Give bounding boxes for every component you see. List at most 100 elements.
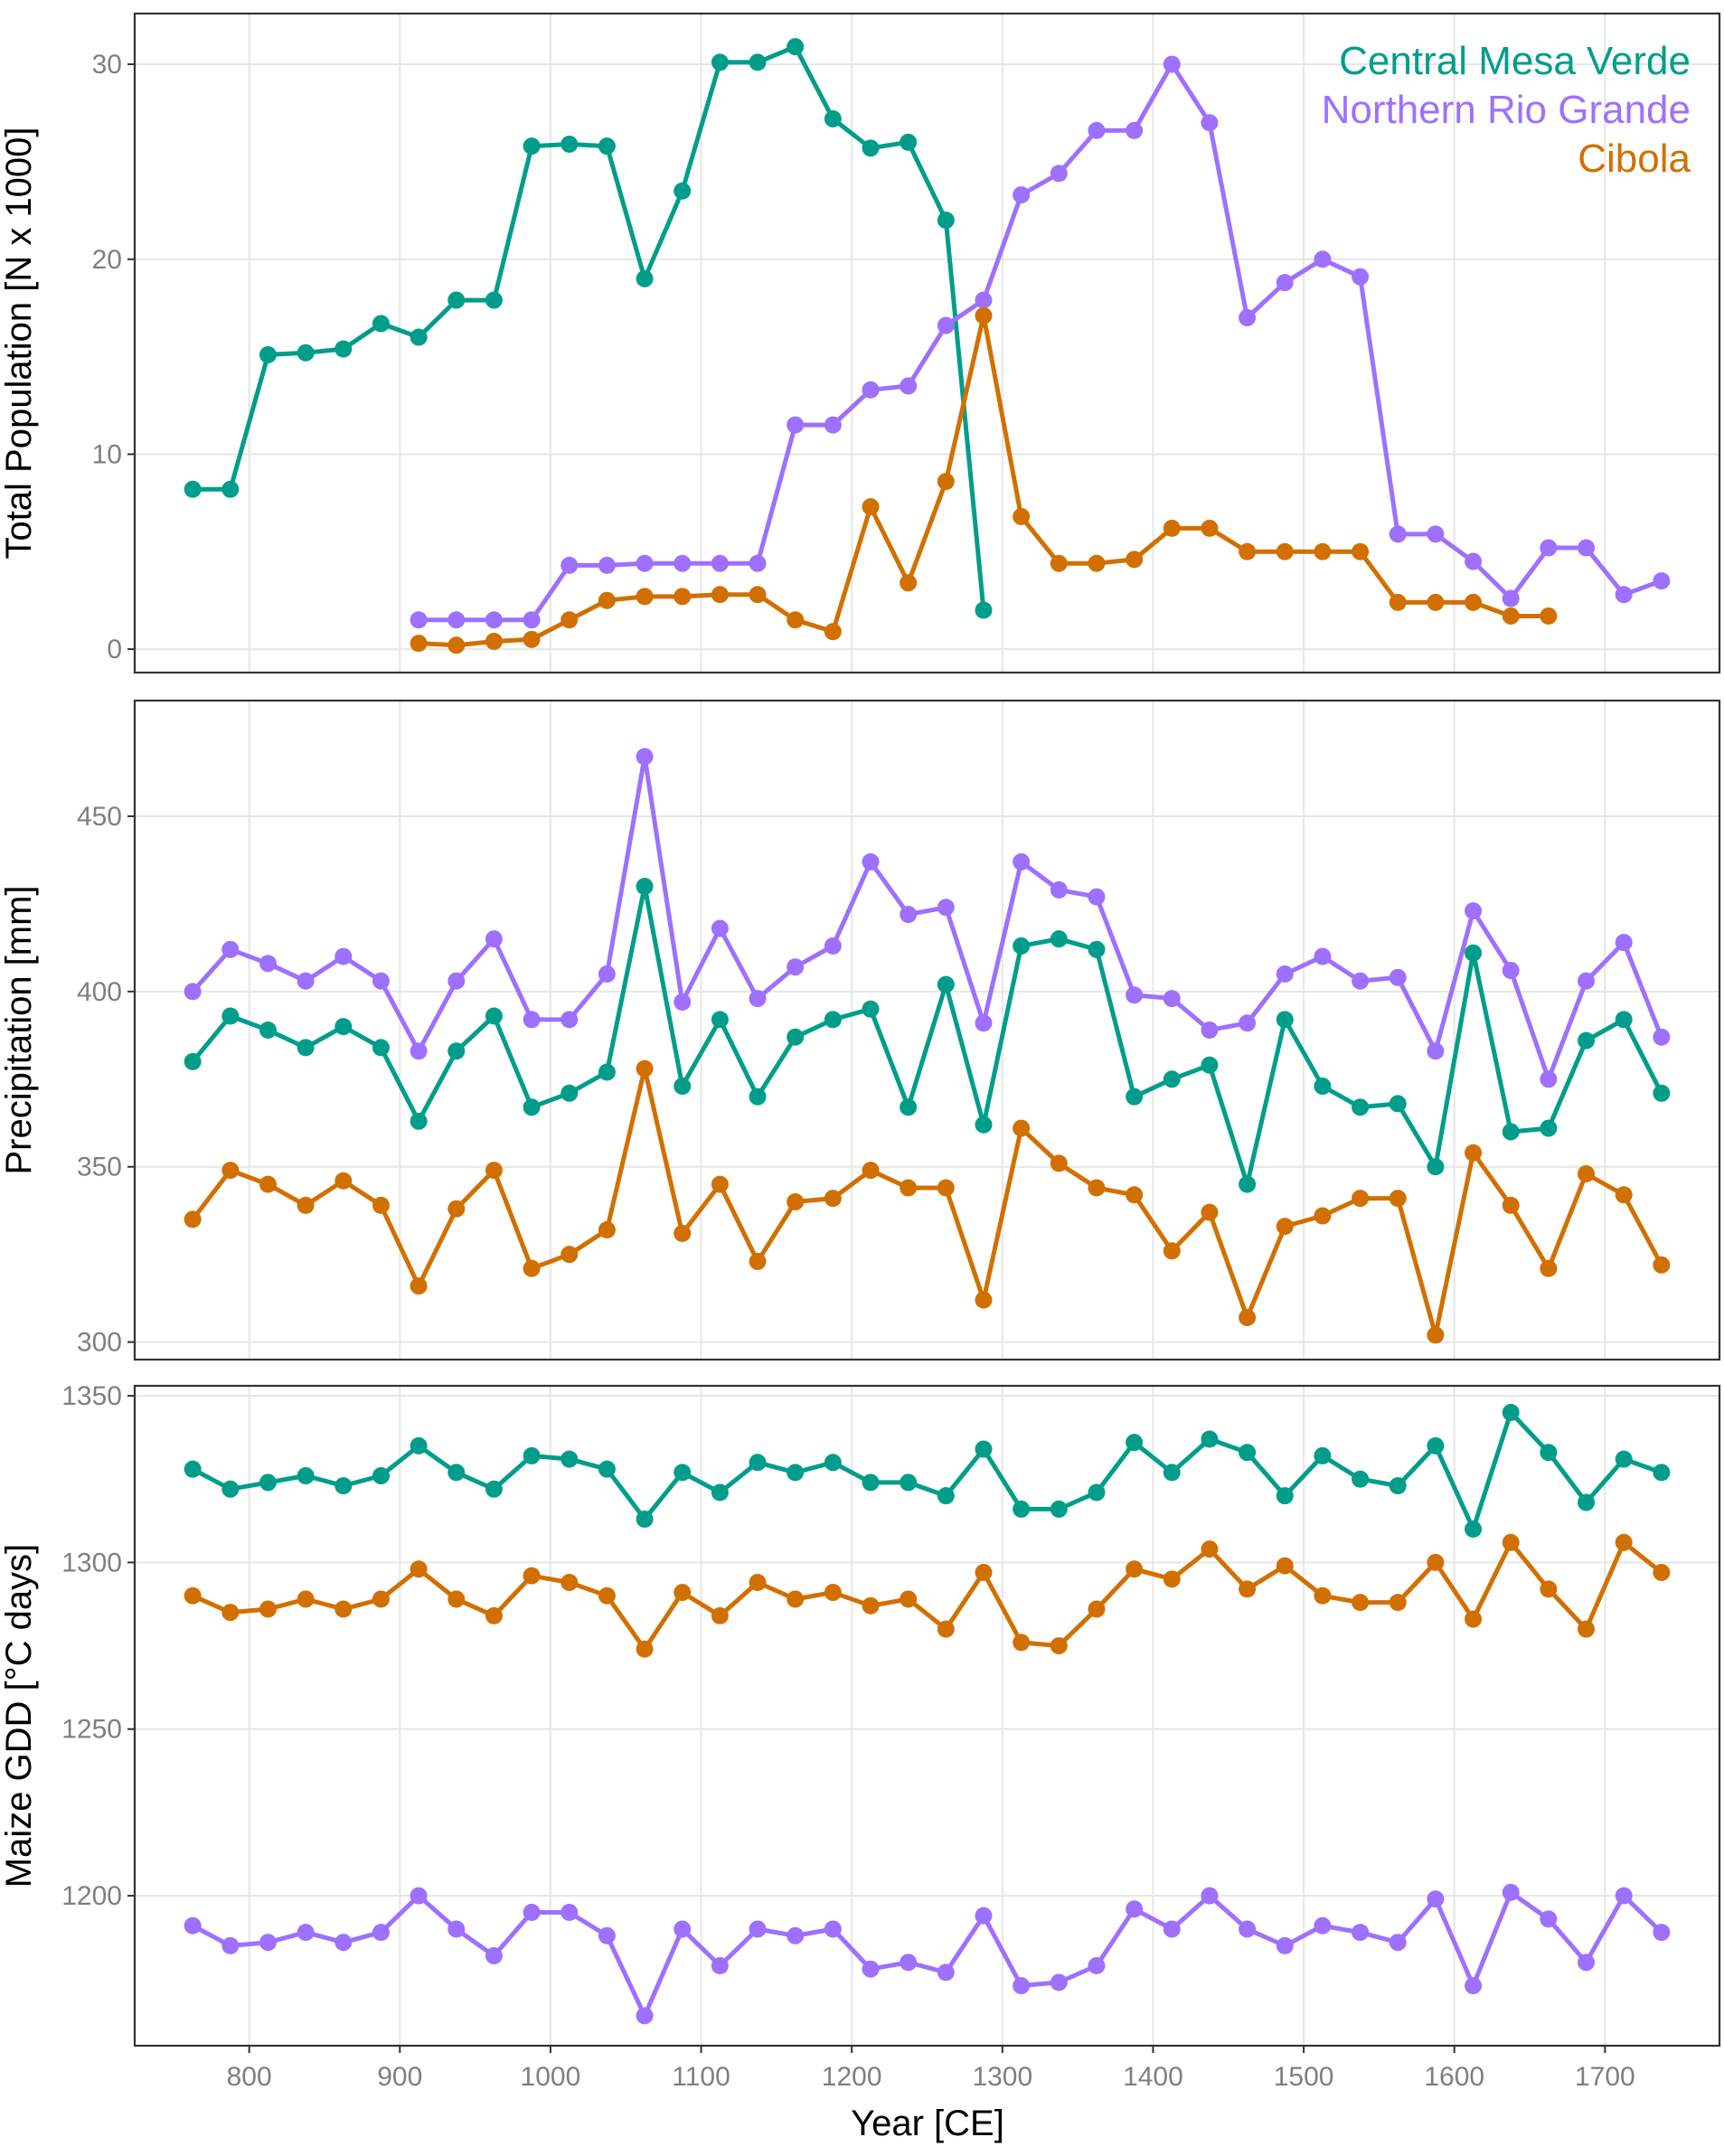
panel-border xyxy=(133,1384,1721,2048)
data-point xyxy=(937,1963,955,1982)
data-point xyxy=(1352,1470,1370,1488)
data-point xyxy=(184,1916,202,1935)
data-point xyxy=(1653,1924,1671,1942)
data-point xyxy=(485,930,503,948)
data-point xyxy=(1352,268,1370,286)
x-tick-label: 1200 xyxy=(822,2062,882,2092)
panel-border xyxy=(133,12,1721,674)
data-point xyxy=(1615,1011,1633,1029)
data-point xyxy=(749,53,767,71)
data-point xyxy=(1540,607,1558,625)
y-tick-label: 400 xyxy=(77,977,122,1007)
data-point xyxy=(297,1590,315,1608)
data-point xyxy=(334,1477,353,1495)
x-tick-label: 1000 xyxy=(521,2062,581,2092)
data-point xyxy=(523,611,541,629)
data-point xyxy=(1653,1464,1671,1482)
data-point xyxy=(1578,1954,1596,1972)
data-point xyxy=(711,1606,729,1624)
data-point xyxy=(259,1175,277,1193)
data-point xyxy=(862,381,880,399)
data-point xyxy=(1088,888,1106,906)
data-point xyxy=(1427,525,1445,543)
data-point xyxy=(1163,1920,1181,1938)
y-tick-label: 1200 xyxy=(61,1881,122,1911)
data-point xyxy=(1276,1011,1294,1029)
data-point xyxy=(372,972,390,990)
data-point xyxy=(1352,542,1370,560)
data-point xyxy=(975,1907,993,1925)
series-northern-rio-grande xyxy=(184,748,1671,1088)
data-point xyxy=(184,1052,202,1070)
data-point xyxy=(1465,902,1483,920)
data-point xyxy=(1126,121,1144,139)
data-point xyxy=(636,1510,654,1528)
data-point xyxy=(862,1000,880,1018)
data-point xyxy=(334,1934,353,1952)
data-point xyxy=(447,636,466,654)
data-point xyxy=(1502,607,1520,625)
data-point xyxy=(749,990,767,1008)
data-point xyxy=(1615,1450,1633,1468)
panel-2: 300 350 400 450 Precipitation [mm] xyxy=(0,699,1721,1361)
data-point xyxy=(900,1590,918,1608)
data-point xyxy=(1088,940,1106,958)
data-point xyxy=(259,955,277,973)
data-point xyxy=(523,1446,541,1464)
data-point xyxy=(862,139,880,157)
data-point xyxy=(598,1926,616,1944)
data-point xyxy=(937,1179,955,1197)
data-point xyxy=(184,480,202,498)
data-point xyxy=(372,1039,390,1057)
y-axis-title: Total Population [N x 1000] xyxy=(0,127,39,559)
data-point xyxy=(598,1221,616,1239)
x-tick-label: 1700 xyxy=(1575,2062,1635,2092)
data-point xyxy=(1427,1158,1445,1176)
data-point xyxy=(711,53,729,71)
data-point xyxy=(1239,1444,1257,1462)
data-point xyxy=(749,1087,767,1106)
data-point xyxy=(410,1042,428,1060)
data-point xyxy=(372,1924,390,1942)
data-point xyxy=(598,1460,616,1478)
data-point xyxy=(1239,1308,1257,1326)
data-point xyxy=(1615,1186,1633,1204)
x-tick-label: 900 xyxy=(377,2062,422,2092)
data-point xyxy=(1578,1164,1596,1182)
data-point xyxy=(1465,1144,1483,1162)
data-point xyxy=(674,1920,692,1938)
data-point xyxy=(1088,1957,1106,1975)
data-point xyxy=(1389,1190,1407,1208)
data-point xyxy=(787,611,805,629)
legend: Central Mesa Verde Northern Rio Grande C… xyxy=(1322,39,1691,181)
data-point xyxy=(1540,1259,1558,1277)
data-point xyxy=(674,1224,692,1242)
data-point xyxy=(749,1454,767,1472)
data-point xyxy=(1050,554,1068,572)
data-point xyxy=(1653,1028,1671,1046)
data-point xyxy=(636,1640,654,1658)
data-point xyxy=(221,940,240,958)
data-point xyxy=(561,1084,579,1102)
data-point xyxy=(523,1259,541,1277)
data-point xyxy=(1427,593,1445,611)
data-point xyxy=(1578,539,1596,557)
data-point xyxy=(1050,880,1068,899)
data-point xyxy=(787,1590,805,1608)
series-cibola xyxy=(184,1059,1671,1344)
data-point xyxy=(975,1116,993,1134)
data-point xyxy=(636,269,654,287)
series-line xyxy=(192,1539,1663,1652)
data-point xyxy=(1502,962,1520,980)
data-point xyxy=(1163,990,1181,1008)
data-point xyxy=(297,1924,315,1942)
data-point xyxy=(221,1007,240,1025)
data-point xyxy=(1276,1557,1294,1575)
data-point xyxy=(221,480,240,498)
data-point xyxy=(1201,1887,1219,1905)
data-point xyxy=(900,906,918,924)
data-point xyxy=(184,1210,202,1229)
data-point xyxy=(711,1175,729,1193)
data-point xyxy=(824,1011,842,1029)
data-point xyxy=(447,1464,466,1482)
